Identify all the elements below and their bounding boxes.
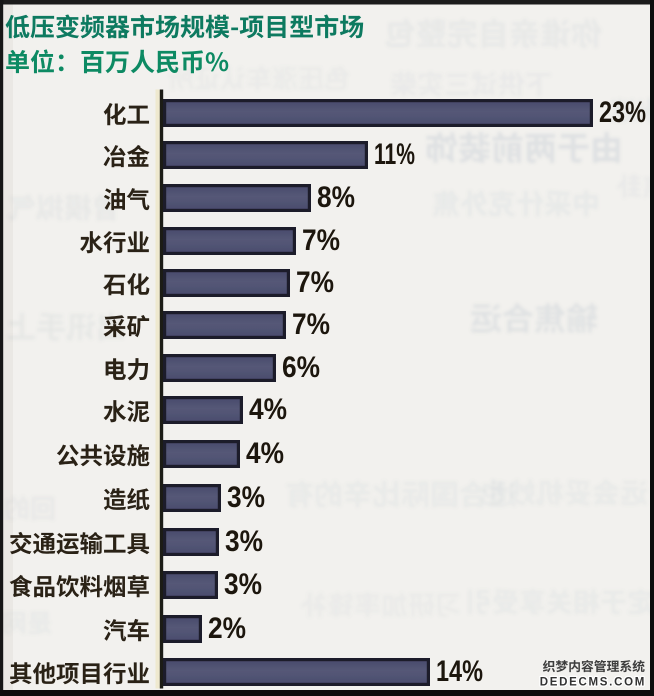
svg-text:23%: 23% [599, 96, 646, 129]
svg-text:7%: 7% [292, 308, 330, 341]
svg-text:4%: 4% [249, 393, 287, 426]
svg-text:6%: 6% [282, 351, 320, 384]
svg-text:DEDECMS.COM: DEDECMS.COM [540, 677, 646, 689]
svg-text:7%: 7% [302, 224, 340, 257]
svg-text:7%: 7% [296, 266, 334, 299]
svg-text:11%: 11% [374, 138, 415, 171]
svg-text:2%: 2% [208, 612, 246, 645]
svg-text:3%: 3% [227, 481, 265, 514]
svg-text:3%: 3% [225, 525, 263, 558]
svg-text:3%: 3% [224, 568, 262, 601]
svg-text:4%: 4% [246, 437, 284, 470]
svg-text:14%: 14% [436, 655, 483, 688]
svg-text:8%: 8% [317, 181, 355, 214]
